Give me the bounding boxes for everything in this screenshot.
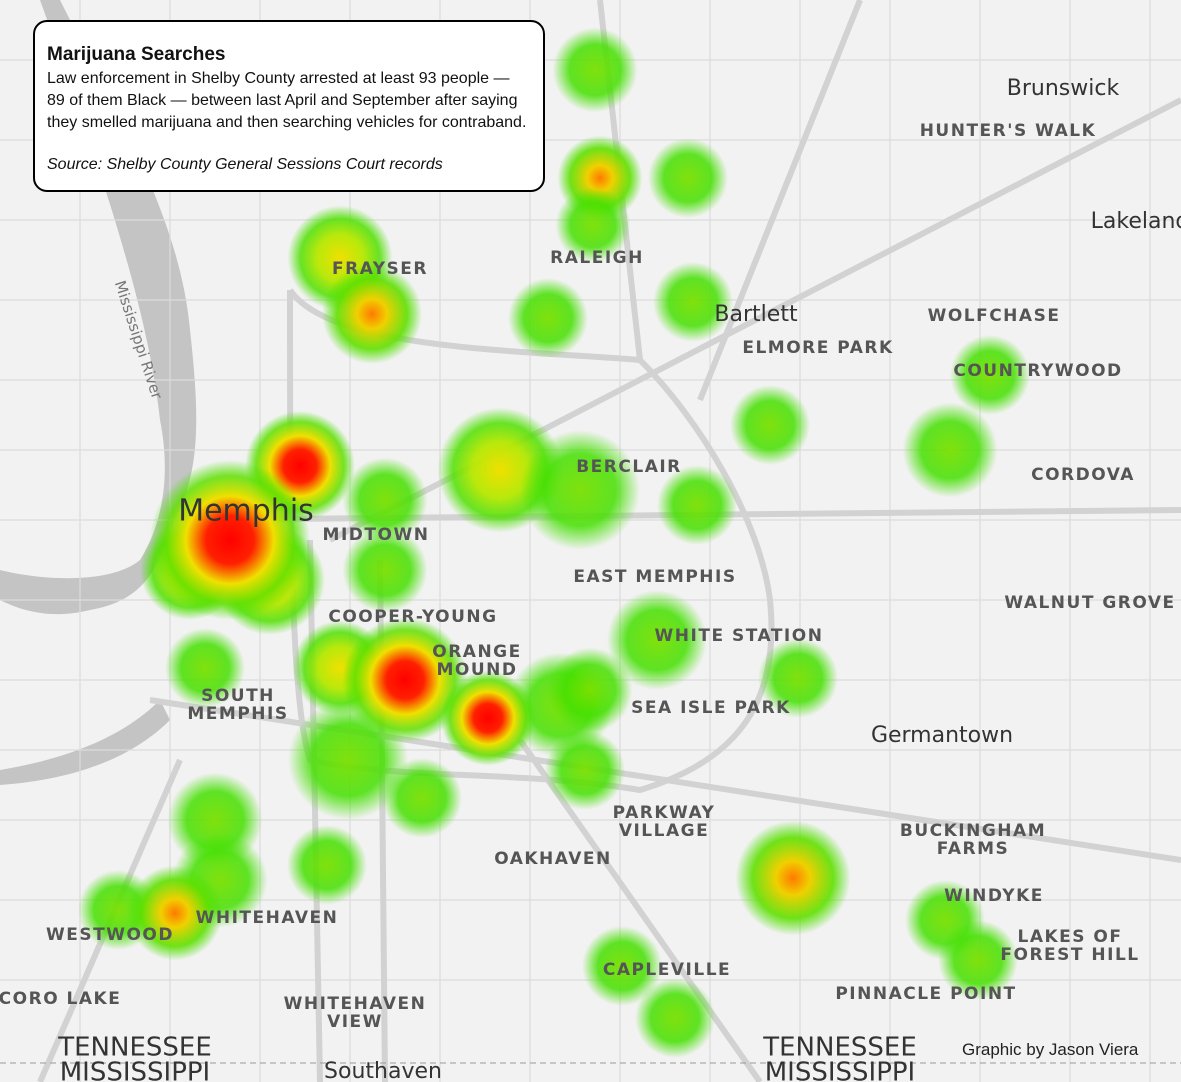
heat-spot <box>735 820 851 936</box>
heat-spot <box>322 264 422 364</box>
heatmap <box>78 27 1030 1058</box>
lake <box>0 700 170 785</box>
heat-spot <box>342 527 428 613</box>
place-label: CAPLEVILLE <box>603 960 731 980</box>
place-label: Germantown <box>871 723 1013 748</box>
place-label: SOUTH <box>201 686 275 706</box>
heat-spot <box>730 385 810 465</box>
place-label: MISSISSIPPI <box>60 1058 210 1082</box>
heat-spot <box>287 825 367 905</box>
place-label: CORDOVA <box>1031 465 1135 485</box>
heat-spot <box>342 457 428 543</box>
place-label: WINDYKE <box>944 886 1044 906</box>
heat-spot <box>635 978 715 1058</box>
place-label: CORO LAKE <box>0 989 121 1009</box>
place-label: WALNUT GROVE <box>1004 593 1175 613</box>
place-label: LAKES OF <box>1017 927 1122 947</box>
place-label: ELMORE PARK <box>742 338 893 358</box>
place-label: Brunswick <box>1007 76 1120 101</box>
place-label: RALEIGH <box>550 248 644 268</box>
heat-spot <box>508 278 588 358</box>
info-body: Law enforcement in Shelby County arreste… <box>47 70 527 131</box>
place-label: COOPER-YOUNG <box>328 607 497 627</box>
place-label: VIEW <box>327 1012 383 1032</box>
heat-spot <box>902 402 998 498</box>
heat-spot <box>127 865 223 961</box>
place-label: VILLAGE <box>619 821 709 841</box>
place-label: Bartlett <box>714 302 798 327</box>
info-source: Source: Shelby County General Sessions C… <box>47 156 443 173</box>
heat-spot <box>342 617 468 743</box>
place-label: ORANGE <box>432 642 522 662</box>
heat-spot <box>165 628 245 708</box>
place-label: MOUND <box>436 660 517 680</box>
heat-spot <box>582 926 662 1006</box>
place-label: BUCKINGHAM <box>900 821 1046 841</box>
credit: Graphic by Jason Viera <box>962 1040 1139 1059</box>
heat-spot <box>648 138 728 218</box>
place-label: MISSISSIPPI <box>765 1058 915 1082</box>
place-label: WHITEHAVEN <box>284 994 427 1014</box>
info-title: Marijuana Searches <box>47 44 226 65</box>
place-label: MEMPHIS <box>187 704 288 724</box>
place-label: BERCLAIR <box>576 457 682 477</box>
heat-spot <box>758 638 838 718</box>
place-label: MIDTOWN <box>323 525 430 545</box>
place-label: WOLFCHASE <box>928 306 1061 326</box>
place-label: FARMS <box>937 839 1010 859</box>
heat-spot <box>950 335 1030 415</box>
heat-spot <box>150 460 310 620</box>
place-label: Memphis <box>178 494 314 529</box>
place-label: Lakeland <box>1091 209 1181 234</box>
place-label: WHITE STATION <box>655 626 824 646</box>
place-label: WHITEHAVEN <box>196 908 339 928</box>
place-label: SEA ISLE PARK <box>631 698 791 718</box>
heat-spot <box>552 27 638 113</box>
heat-spot <box>382 758 462 838</box>
heat-spot <box>555 187 631 263</box>
place-label: PINNACLE POINT <box>835 984 1016 1004</box>
heat-spot <box>520 430 640 550</box>
place-label: FRAYSER <box>332 259 428 279</box>
info-box: Marijuana Searches Law enforcement in Sh… <box>33 20 545 192</box>
place-label: EAST MEMPHIS <box>573 567 736 587</box>
place-label: HUNTER'S WALK <box>920 121 1097 141</box>
place-label: TENNESSEE <box>57 1033 212 1063</box>
place-label: PARKWAY <box>613 803 716 823</box>
place-label: Southaven <box>324 1059 442 1082</box>
heat-spot <box>547 647 633 733</box>
place-label: TENNESSEE <box>762 1033 917 1063</box>
heat-spot <box>938 920 1018 1000</box>
place-label: OAKHAVEN <box>494 849 612 869</box>
heat-spot <box>653 262 733 342</box>
heat-spot <box>440 670 536 766</box>
place-label: COUNTRYWOOD <box>953 361 1122 381</box>
place-label: WESTWOOD <box>46 925 174 945</box>
heat-spot <box>657 465 737 545</box>
heat-spot <box>607 590 707 690</box>
place-label: FOREST HILL <box>1000 945 1139 965</box>
heat-spot <box>545 730 625 810</box>
